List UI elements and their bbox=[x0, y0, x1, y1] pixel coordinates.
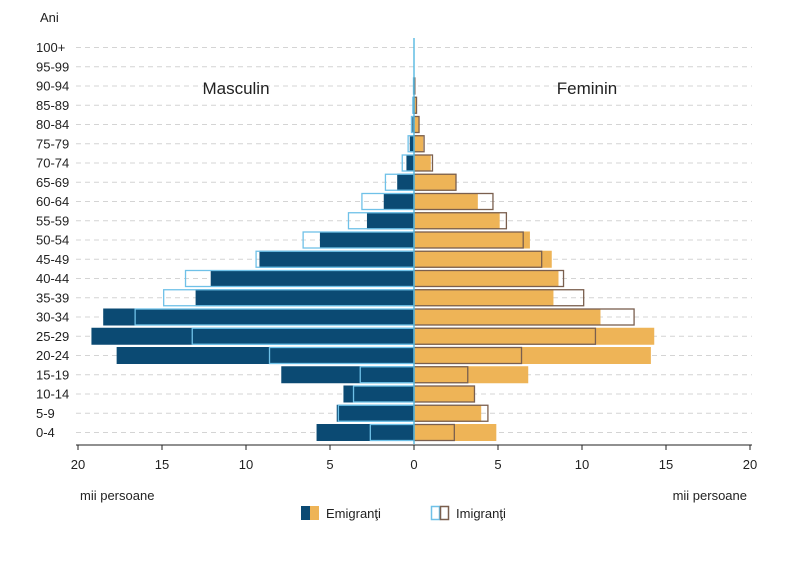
bar-emigranti-masculin-20-24 bbox=[116, 347, 414, 364]
bar-emigranti-masculin-40-44 bbox=[210, 270, 414, 287]
bar-emigranti-masculin-15-19 bbox=[281, 366, 414, 384]
bar-emigranti-feminin-45-49 bbox=[414, 250, 552, 268]
age-label-35-39: 35-39 bbox=[36, 290, 69, 305]
age-label-40-44: 40-44 bbox=[36, 271, 69, 286]
bar-emigranti-masculin-70-74 bbox=[406, 154, 414, 172]
age-label-100plus: 100+ bbox=[36, 40, 65, 55]
age-label-25-29: 25-29 bbox=[36, 329, 69, 344]
x-tick-label-0: 20 bbox=[71, 457, 85, 472]
legend: Emigranţi Imigranţi bbox=[301, 505, 506, 521]
bars bbox=[91, 38, 655, 444]
age-label-0-4: 0-4 bbox=[36, 425, 55, 440]
bar-emigranti-masculin-65-69 bbox=[397, 173, 414, 191]
bar-emigranti-feminin-40-44 bbox=[414, 270, 559, 287]
bar-emigranti-masculin-75-79 bbox=[409, 135, 414, 153]
age-group-labels: 0-4 5-9 10-14 15-19 20-24 25-29 30-34 35-39 40-4… bbox=[36, 40, 69, 440]
bar-emigranti-feminin-55-59 bbox=[414, 212, 500, 230]
x-tick-label-4: 0 bbox=[410, 457, 417, 472]
age-label-65-69: 65-69 bbox=[36, 175, 69, 190]
bar-emigranti-masculin-10-14 bbox=[343, 385, 414, 403]
legend-label-imigranti: Imigranţi bbox=[456, 506, 506, 521]
bar-emigranti-masculin-50-54 bbox=[319, 231, 414, 249]
age-label-50-54: 50-54 bbox=[36, 233, 69, 248]
legend-swatch-emigranti-male bbox=[301, 506, 310, 520]
bar-emigranti-masculin-5-9 bbox=[336, 404, 414, 422]
bar-emigranti-feminin-80-84 bbox=[414, 116, 420, 133]
bar-emigranti-feminin-35-39 bbox=[414, 289, 554, 307]
bar-emigranti-masculin-80-84 bbox=[412, 116, 414, 133]
age-label-60-64: 60-64 bbox=[36, 194, 69, 209]
bar-emigranti-masculin-0-4 bbox=[316, 424, 414, 441]
bar-emigranti-feminin-75-79 bbox=[414, 135, 424, 153]
legend-swatch-emigranti-female bbox=[310, 506, 319, 520]
bar-emigranti-feminin-85-89 bbox=[414, 96, 417, 114]
y-axis-title: Ani bbox=[40, 10, 59, 25]
age-label-45-49: 45-49 bbox=[36, 252, 69, 267]
x-axis: 20 15 10 5 0 5 10 15 20 bbox=[71, 444, 757, 472]
x-tick-label-1: 15 bbox=[155, 457, 169, 472]
age-label-95-99: 95-99 bbox=[36, 59, 69, 74]
side-label-masculin: Masculin bbox=[202, 79, 269, 98]
x-tick-label-7: 15 bbox=[659, 457, 673, 472]
bar-emigranti-feminin-65-69 bbox=[414, 173, 456, 191]
age-label-85-89: 85-89 bbox=[36, 98, 69, 113]
x-tick-label-8: 20 bbox=[743, 457, 757, 472]
bar-emigranti-masculin-35-39 bbox=[195, 289, 414, 307]
x-axis-label-left: mii persoane bbox=[80, 488, 154, 503]
bar-emigranti-feminin-5-9 bbox=[414, 404, 482, 422]
bar-emigranti-masculin-45-49 bbox=[259, 250, 414, 268]
bar-emigranti-masculin-25-29 bbox=[91, 327, 414, 345]
bar-emigranti-feminin-25-29 bbox=[414, 327, 655, 345]
x-tick-label-3: 5 bbox=[326, 457, 333, 472]
age-label-5-9: 5-9 bbox=[36, 406, 55, 421]
age-label-75-79: 75-79 bbox=[36, 136, 69, 151]
age-label-20-24: 20-24 bbox=[36, 348, 69, 363]
age-label-70-74: 70-74 bbox=[36, 156, 69, 171]
legend-swatch-imigranti-male bbox=[430, 505, 441, 521]
x-axis-label-right: mii persoane bbox=[673, 488, 747, 503]
bar-emigranti-masculin-30-34 bbox=[103, 308, 414, 326]
age-label-90-94: 90-94 bbox=[36, 79, 69, 94]
age-label-30-34: 30-34 bbox=[36, 310, 69, 325]
age-label-55-59: 55-59 bbox=[36, 213, 69, 228]
bar-emigranti-feminin-60-64 bbox=[414, 193, 478, 210]
legend-swatch-imigranti-female bbox=[439, 505, 450, 521]
bar-emigranti-feminin-15-19 bbox=[414, 366, 529, 384]
x-tick-label-6: 10 bbox=[575, 457, 589, 472]
legend-label-emigranti: Emigranţi bbox=[326, 506, 381, 521]
bar-emigranti-feminin-10-14 bbox=[414, 385, 475, 403]
x-tick-label-2: 10 bbox=[239, 457, 253, 472]
bar-emigranti-feminin-0-4 bbox=[414, 424, 497, 441]
bar-emigranti-feminin-70-74 bbox=[414, 154, 431, 172]
bar-emigranti-feminin-30-34 bbox=[414, 308, 601, 326]
bar-emigranti-masculin-55-59 bbox=[366, 212, 414, 230]
x-tick-label-5: 5 bbox=[494, 457, 501, 472]
age-label-80-84: 80-84 bbox=[36, 117, 69, 132]
age-label-15-19: 15-19 bbox=[36, 367, 69, 382]
bar-emigranti-feminin-50-54 bbox=[414, 231, 530, 249]
bar-emigranti-masculin-60-64 bbox=[383, 193, 414, 210]
age-label-10-14: 10-14 bbox=[36, 387, 69, 402]
bar-emigranti-feminin-20-24 bbox=[414, 347, 651, 364]
side-label-feminin: Feminin bbox=[557, 79, 617, 98]
